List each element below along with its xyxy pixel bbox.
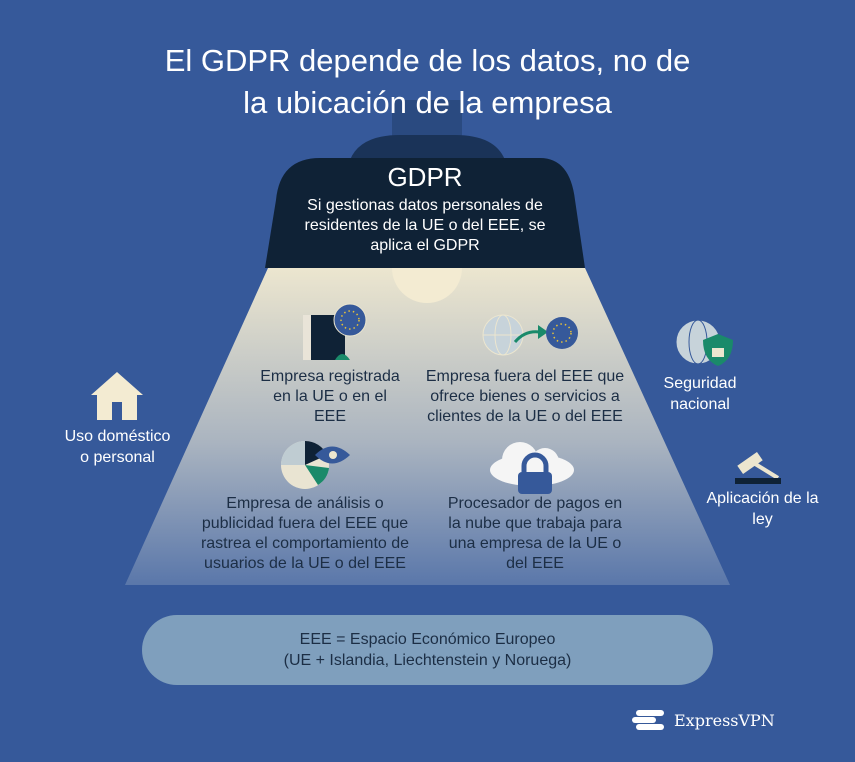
exempt-national-security: Seguridad nacional bbox=[663, 375, 737, 413]
lamp-shade bbox=[265, 158, 585, 268]
gdpr-heading: GDPR bbox=[387, 162, 463, 192]
lamp-top bbox=[350, 135, 505, 160]
case-analytics-company: Empresa de análisis o publicidad fuera de… bbox=[200, 495, 410, 572]
gdpr-description: Si gestionas datos personales de residen… bbox=[304, 197, 546, 254]
light-cone bbox=[125, 268, 730, 585]
gavel-icon bbox=[735, 452, 781, 484]
brand-logo: ExpressVPN bbox=[632, 708, 775, 732]
globe-shield-icon bbox=[675, 319, 733, 366]
case-cloud-processor: Procesador de pagos en la nube que trabaj… bbox=[447, 495, 623, 572]
analytics-eye-icon bbox=[281, 440, 350, 489]
exempt-household: Uso doméstico o personal bbox=[64, 428, 171, 466]
case-eu-company: Empresa registrada en la UE o en el EEE bbox=[260, 368, 400, 425]
page-title: El GDPR depende de los datos, no de la u… bbox=[164, 43, 691, 120]
eea-legend: EEE = Espacio Económico Europeo (UE + Is… bbox=[142, 615, 713, 685]
cloud-lock-icon bbox=[490, 442, 574, 494]
case-non-eea-company: Empresa fuera del EEE que ofrece bienes o… bbox=[425, 368, 625, 425]
exempt-law-enforcement: Aplicación de la ley bbox=[706, 490, 819, 528]
globe-to-eu-icon bbox=[482, 314, 578, 356]
eu-building-icon bbox=[303, 303, 367, 360]
expressvpn-logo-icon bbox=[632, 710, 664, 730]
house-icon bbox=[91, 372, 143, 420]
